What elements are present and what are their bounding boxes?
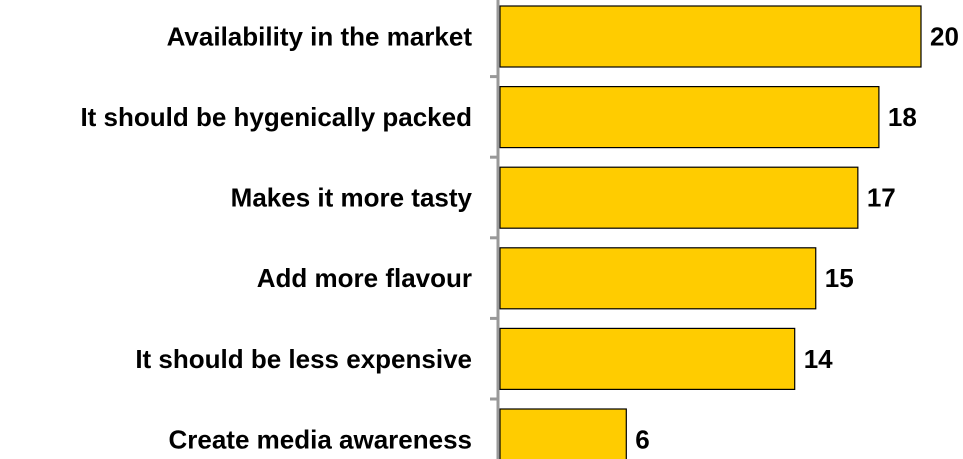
bar bbox=[499, 327, 796, 390]
value-label: 14 bbox=[804, 344, 833, 374]
category-label: Create media awareness bbox=[168, 424, 472, 454]
category-label: It should be hygenically packed bbox=[80, 102, 472, 132]
bar bbox=[499, 85, 880, 149]
bar bbox=[499, 166, 859, 229]
category-label: Availability in the market bbox=[167, 21, 473, 51]
category-label: Add more flavour bbox=[257, 263, 472, 293]
category-label: Makes it more tasty bbox=[231, 183, 473, 213]
bar bbox=[499, 5, 922, 68]
value-label: 6 bbox=[635, 424, 649, 454]
category-label: It should be less expensive bbox=[135, 344, 472, 374]
bar bbox=[499, 247, 817, 310]
value-label: 17 bbox=[867, 183, 896, 213]
value-label: 18 bbox=[888, 102, 917, 132]
bar bbox=[499, 408, 627, 459]
value-label: 15 bbox=[825, 263, 854, 293]
value-label: 20 bbox=[930, 21, 959, 51]
